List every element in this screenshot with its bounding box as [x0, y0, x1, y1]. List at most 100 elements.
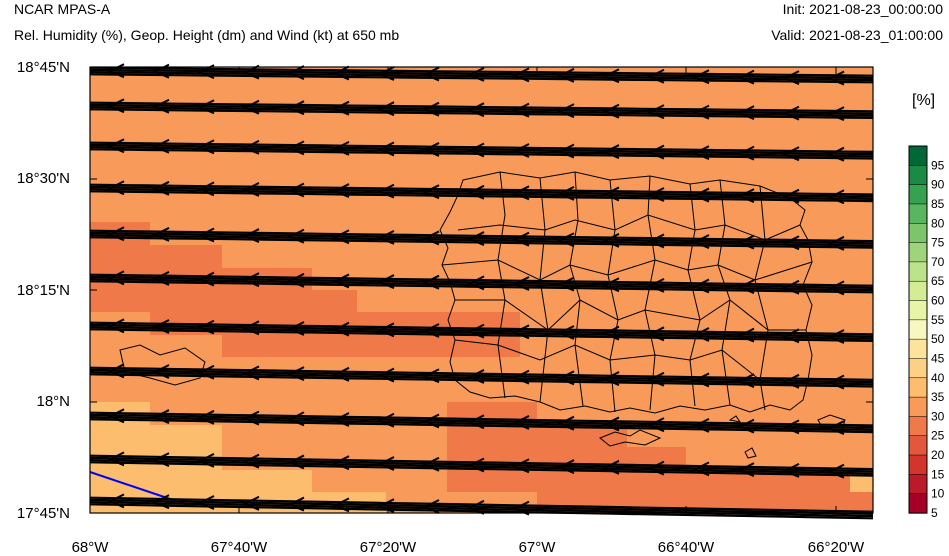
wind-barb-arrowhead [152, 226, 170, 242]
wind-barb-arrowhead [737, 279, 755, 295]
wind-barb-arrowhead [602, 144, 620, 159]
wind-barb-arrowhead [197, 452, 215, 468]
wind-barb-arrowhead [467, 323, 485, 339]
boundary-line [454, 339, 761, 381]
wind-barb-arrowhead [692, 372, 710, 388]
wind-barb-arrowhead [602, 416, 620, 432]
wind-barb-arrowhead [332, 100, 350, 116]
model-name: NCAR MPAS-A [14, 1, 111, 17]
streamline [89, 454, 874, 471]
wind-barb-arrowhead [332, 229, 350, 245]
x-tick-label: 66°40'W [657, 539, 715, 556]
wind-barb-arrowhead [512, 324, 530, 340]
wind-barb-arrowhead [242, 228, 260, 243]
wind-barb-arrowhead [242, 64, 260, 80]
wind-barb-arrowhead [737, 462, 755, 478]
streamline [89, 148, 874, 160]
wind-barb-arrowhead [422, 499, 440, 514]
wind-barb-arrowhead [782, 419, 800, 435]
streamline [89, 461, 874, 477]
wind-barb-arrowhead [602, 68, 620, 84]
wind-barb-arrowhead [557, 232, 575, 248]
wind-barb-arrowhead [737, 105, 755, 121]
wind-barb-arrowhead [737, 418, 755, 434]
wind-barb-arrowhead [647, 371, 665, 387]
wind-barb-arrowhead [647, 68, 665, 84]
wind-barb-arrowhead [332, 366, 350, 382]
wind-barb-arrowhead [287, 366, 305, 382]
wind-barb-arrowhead [107, 451, 125, 467]
wind-barb-arrowhead [692, 417, 710, 433]
wind-barb-arrowhead [422, 66, 440, 82]
wind-barb-arrowhead [602, 103, 620, 119]
streamline [89, 496, 874, 513]
wind-barb-arrowhead [377, 66, 395, 81]
wind-barb-arrowhead [377, 322, 395, 338]
wind-barb-arrowhead [422, 230, 440, 246]
wind-barb-arrowhead [107, 493, 125, 509]
wind-barb-arrowhead [287, 411, 305, 427]
wind-barb-arrowhead [152, 180, 170, 196]
wind-barb-arrowhead [557, 67, 575, 83]
wind-barb-arrowhead [557, 276, 575, 292]
wind-barb-arrowhead [827, 463, 845, 479]
streamline [89, 190, 874, 203]
streamline [89, 501, 874, 518]
wind-barb-arrowhead [152, 452, 170, 468]
wind-barb-arrowhead [647, 144, 665, 160]
wind-barb-arrowhead [737, 69, 755, 85]
wind-barb-arrowhead [827, 420, 845, 436]
wind-barb-arrowhead [737, 188, 755, 204]
wind-barb-arrowhead [512, 185, 530, 201]
boundary-line [607, 179, 619, 413]
wind-barb-arrowhead [692, 234, 710, 249]
wind-barb-arrowhead [422, 323, 440, 338]
wind-barb-arrowhead [737, 234, 755, 250]
wind-barb-arrowhead [152, 138, 170, 154]
wind-barb-arrowhead [332, 455, 350, 471]
wind-barb-arrowhead [512, 458, 530, 474]
wind-barb-arrowhead [197, 99, 215, 115]
wind-barb-arrowhead [107, 363, 125, 379]
wind-barb-arrowhead [332, 497, 350, 513]
wind-barb-arrowhead [557, 370, 575, 386]
wind-barb-arrowhead [782, 373, 800, 389]
wind-barb-arrowhead [242, 495, 260, 511]
streamline [89, 280, 874, 294]
y-tick-label: 18°15'N [16, 282, 70, 299]
wind-barb-arrowhead [152, 98, 170, 114]
wind-barb-arrowhead [557, 103, 575, 119]
wind-barb-arrowhead [737, 145, 755, 161]
wind-barb-arrowhead [197, 495, 215, 510]
y-tick-label: 17°45'N [16, 505, 70, 522]
wind-barb-arrowhead [242, 182, 260, 197]
wind-barb-arrowhead [242, 139, 260, 155]
streamline [89, 101, 874, 113]
wind-barb-arrowhead [782, 70, 800, 86]
wind-barb-arrowhead [602, 186, 620, 202]
wind-barb-arrowhead [827, 280, 845, 296]
wind-barb-arrowhead [287, 100, 305, 116]
wind-barb-arrowhead [107, 226, 125, 242]
wind-barbs [107, 63, 845, 516]
wind-barb-arrowhead [377, 412, 395, 428]
wind-barb-arrowhead [287, 454, 305, 470]
streamline [89, 418, 874, 434]
streamline [89, 328, 874, 342]
wind-barb-arrowhead [782, 462, 800, 478]
wind-barb-arrowhead [602, 459, 620, 475]
wind-barb-arrowhead [287, 140, 305, 156]
wind-barb-arrowhead [827, 106, 845, 122]
wind-barb-arrowhead [512, 143, 530, 158]
wind-barb-arrowhead [737, 373, 755, 389]
wind-barb-arrowhead [512, 276, 530, 291]
wind-barb-arrowhead [782, 188, 800, 204]
boundary-line [728, 415, 742, 423]
wind-barb-arrowhead [557, 185, 575, 201]
wind-barb-arrowhead [107, 98, 125, 114]
streamline [89, 273, 874, 287]
wind-barb-arrowhead [287, 272, 305, 288]
wind-barb-arrowhead [197, 271, 215, 287]
streamline [89, 321, 874, 336]
wind-barb-arrowhead [692, 278, 710, 294]
